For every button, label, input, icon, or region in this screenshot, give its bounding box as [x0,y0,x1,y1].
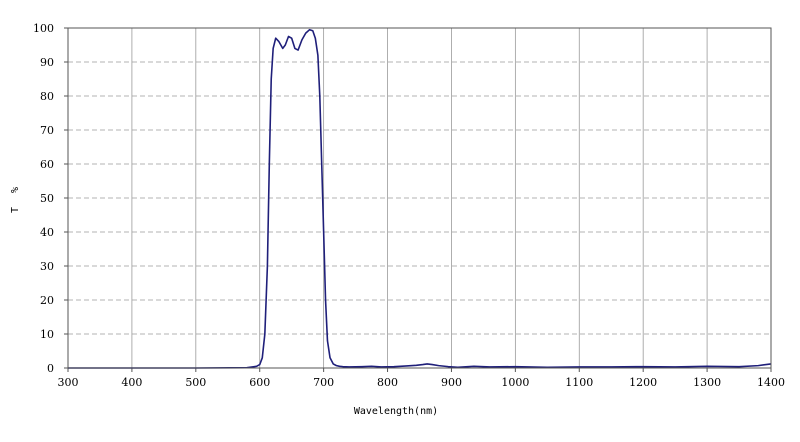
x-tick-label: 1400 [757,376,785,389]
series-layer [68,28,772,369]
x-tick-label: 1300 [693,376,721,389]
x-tick-label: 800 [377,376,398,389]
y-tick-label: 40 [40,226,54,239]
x-tick-label: 400 [121,376,142,389]
y-tick-label: 0 [47,362,54,375]
x-tick-label: 1000 [501,376,529,389]
x-axis-title: Wavelength(nm) [354,406,438,417]
transmission-curve [68,28,772,369]
grid-layer [68,27,771,368]
y-tick-label: 20 [40,294,54,307]
plot-area-border [67,27,772,369]
y-tick-label: 100 [33,22,54,35]
x-tick-label: 500 [185,376,206,389]
axis-titles: Wavelength(nm) T % [10,183,438,417]
y-tick-label: 60 [40,158,54,171]
x-tick-label: 1100 [565,376,593,389]
tick-layer: 300 400 500 600 700 800 900 1000 1100 1200 1300 140… [33,22,785,389]
y-tick-label: 80 [40,90,54,103]
y-tick-label: 30 [40,260,54,273]
x-tick-label: 600 [249,376,270,389]
y-tick-label: 70 [40,124,54,137]
y-axis-title: T % [10,183,21,213]
x-tick-label: 700 [313,376,334,389]
y-tick-label: 90 [40,56,54,69]
x-tick-label: 900 [441,376,462,389]
x-tick-label: 300 [58,376,79,389]
y-tick-label: 50 [40,192,54,205]
plot-frame [67,27,772,369]
x-tick-label: 1200 [629,376,657,389]
y-tick-label: 10 [40,328,54,341]
